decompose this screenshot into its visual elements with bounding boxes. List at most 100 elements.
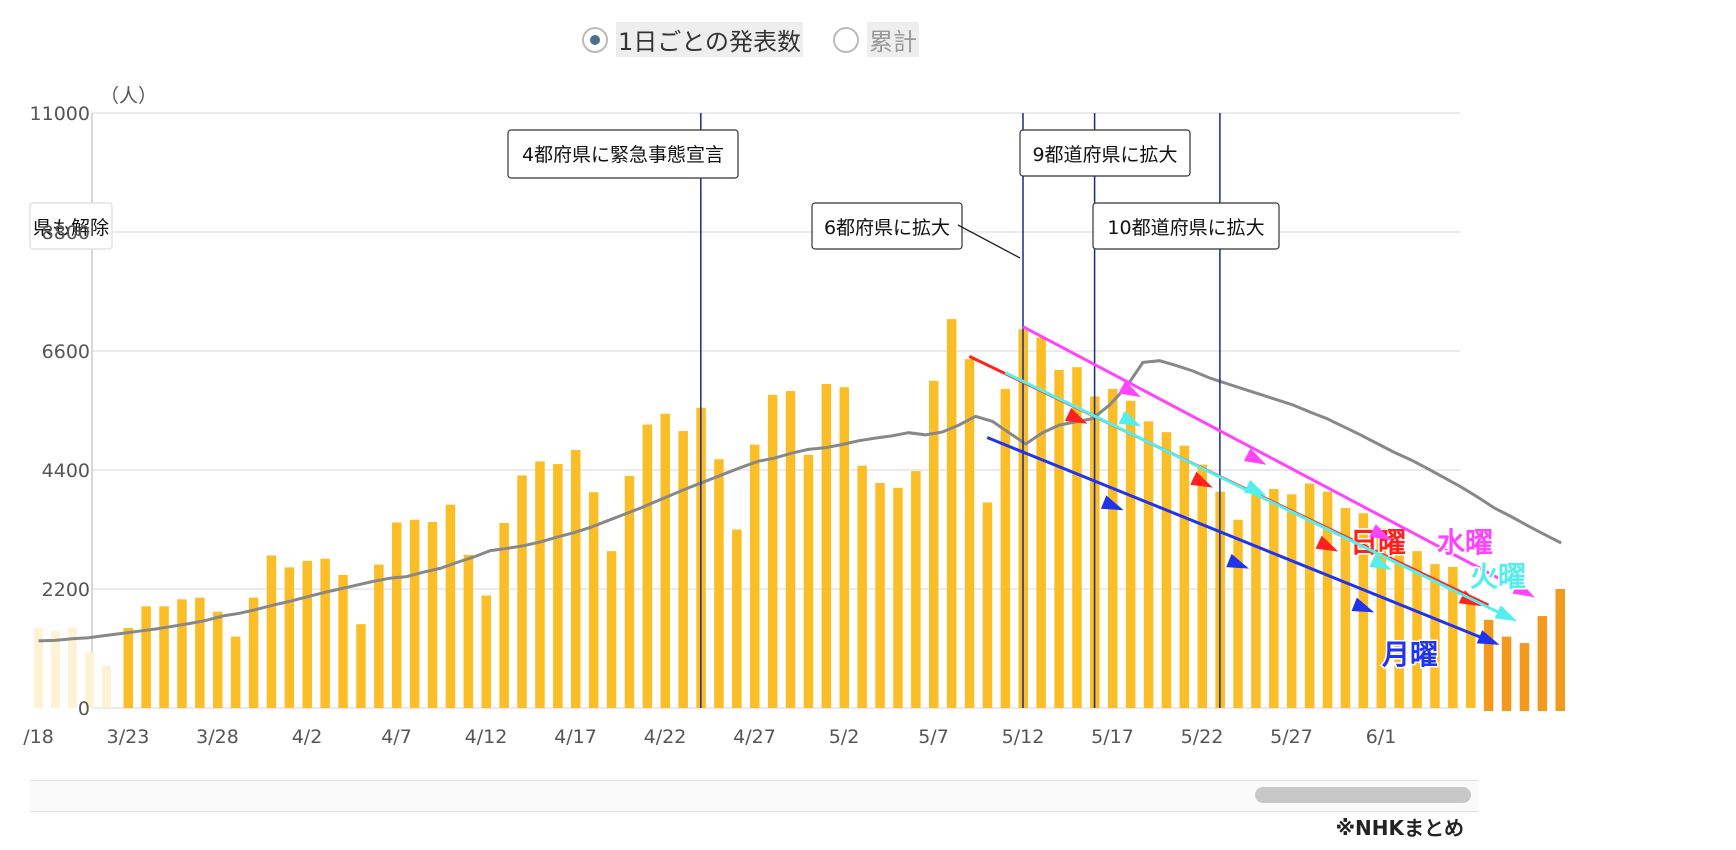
bar <box>1036 337 1046 708</box>
faded-bar <box>34 627 43 708</box>
daily-radio-label[interactable]: 1日ごとの発表数 <box>616 22 804 57</box>
bar <box>1483 619 1494 711</box>
event-leader-line <box>957 224 1021 259</box>
trend-line <box>1022 325 1525 594</box>
bar <box>821 383 832 708</box>
event-callout-box <box>811 202 963 250</box>
trend-label: 火曜 <box>1470 560 1526 593</box>
bar <box>356 624 366 708</box>
bar <box>338 574 348 708</box>
faded-bars <box>34 627 111 708</box>
bar <box>1466 597 1476 708</box>
bar <box>427 521 438 708</box>
bar <box>1448 566 1458 708</box>
bar <box>571 449 581 708</box>
bar <box>1501 636 1512 711</box>
trend-arrowhead <box>1100 495 1124 511</box>
faded-bar <box>51 631 60 708</box>
bar <box>1251 494 1261 708</box>
x-tick-label: 4/17 <box>554 726 597 748</box>
chart-scrollbar-thumb[interactable] <box>1255 787 1471 803</box>
bar <box>141 606 151 708</box>
event-markers: 4都府県に緊急事態宣言 6都府県に拡大 9都道府県に拡大 10都道府県に拡大 県も解除 <box>29 113 1280 708</box>
bar <box>839 387 849 708</box>
bar <box>893 487 903 708</box>
bar <box>857 465 867 708</box>
y-tick-label: 2200 <box>42 579 90 601</box>
event-callout-box <box>1092 202 1280 250</box>
trend-label: 月曜 <box>1381 638 1438 671</box>
bar <box>320 558 330 708</box>
bar <box>392 522 402 708</box>
bar <box>374 564 384 708</box>
x-tick-label: 3/28 <box>196 726 239 748</box>
x-tick-label: 5/17 <box>1091 726 1134 748</box>
bar <box>553 464 563 708</box>
bar <box>302 560 312 708</box>
bar <box>1072 367 1082 708</box>
bar <box>785 391 796 708</box>
bar <box>1233 519 1243 708</box>
bar <box>195 597 205 708</box>
cumulative-radio-label[interactable]: 累計 <box>867 22 920 57</box>
bar <box>409 519 420 708</box>
event-callout-box <box>1019 129 1191 177</box>
chart-scrollbar[interactable] <box>30 780 1478 812</box>
event-callout-box <box>507 129 739 179</box>
x-tick-label: 5/27 <box>1270 726 1313 748</box>
trend-arrowhead <box>1315 535 1339 552</box>
bar <box>1555 589 1565 711</box>
trend-arrowhead <box>1118 380 1142 398</box>
x-tick-label: 4/2 <box>292 726 323 748</box>
bar <box>1412 551 1422 708</box>
bar <box>535 461 545 708</box>
bar <box>1519 643 1530 711</box>
x-tick-label: 4/27 <box>733 726 776 748</box>
daily-radio-button[interactable] <box>582 26 608 53</box>
bar <box>1322 491 1333 708</box>
bar <box>1054 369 1064 708</box>
bar <box>678 431 688 708</box>
bar <box>123 627 133 708</box>
event-label: 9都道府県に拡大 <box>1032 144 1177 166</box>
trend-arrowhead <box>1494 605 1518 622</box>
bar <box>1179 445 1190 708</box>
x-tick-label: 5/7 <box>918 726 949 748</box>
bar <box>624 475 635 708</box>
chart-axes: 0 2200 4400 6600 8800 11000/18 3/23 3/28 4/2 4/7 4… <box>23 103 1396 748</box>
bar <box>230 636 241 708</box>
bar <box>1000 388 1011 708</box>
cumulative-radio-button[interactable] <box>833 26 860 53</box>
bar <box>982 502 993 708</box>
bar <box>517 475 527 708</box>
x-tick-label: 5/22 <box>1181 726 1224 748</box>
bar <box>463 554 474 708</box>
event-callout-box <box>29 202 113 250</box>
data-mode-toggle: 1日ごとの発表数 累計 <box>582 22 920 57</box>
bar <box>1269 488 1279 708</box>
moving-average <box>38 359 1562 643</box>
trend-label: 水曜 <box>1437 526 1493 559</box>
bar <box>767 394 778 708</box>
trend-line <box>986 436 1489 642</box>
bar <box>929 380 939 708</box>
y-tick-label: 11000 <box>30 103 90 125</box>
trend-arrowhead <box>1190 471 1213 488</box>
bar <box>499 523 509 708</box>
y-unit-label: （人） <box>100 85 157 107</box>
y-tick-label: 4400 <box>42 460 90 482</box>
event-label: 10都道府県に拡大 <box>1107 217 1264 239</box>
bars <box>123 319 1565 711</box>
trend-arrowhead <box>1512 580 1535 598</box>
trend-arrowhead <box>1351 597 1375 613</box>
bar <box>1376 527 1386 708</box>
trend-arrowhead <box>1369 524 1392 541</box>
trend-arrowhead <box>1476 630 1500 645</box>
bar <box>1161 432 1172 708</box>
moving-average-line <box>38 359 1562 643</box>
bar <box>606 551 617 708</box>
bar <box>284 567 295 708</box>
bar <box>1143 421 1154 708</box>
daily-cases-chart: 4都府県に緊急事態宣言6都府県に拡大9都道府県に拡大10都道府県に拡大県も解除 … <box>23 85 1565 748</box>
bar <box>642 424 653 708</box>
